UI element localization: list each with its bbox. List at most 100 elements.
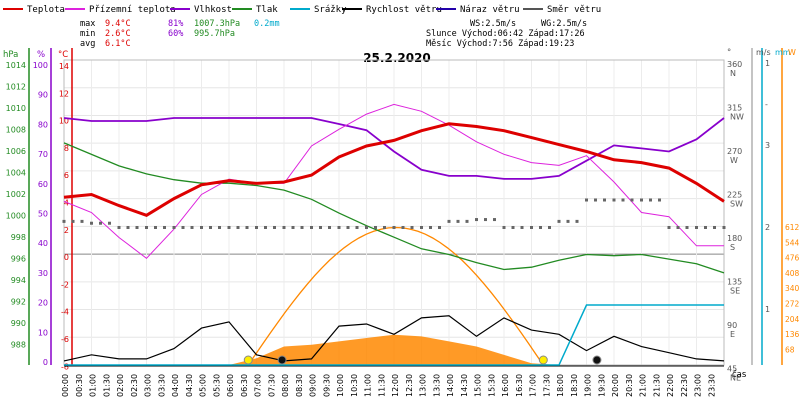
info-wg: WG:2.5m/s [541, 19, 587, 29]
moonrise-marker [277, 355, 287, 365]
wind-direction-point [71, 219, 75, 223]
wind-direction-point [126, 226, 130, 229]
wind-direction-point [621, 198, 625, 202]
tick-time: 12:30 [405, 374, 414, 397]
tick-time: 14:30 [460, 374, 469, 397]
wind-direction-point [594, 198, 597, 202]
tick-time: 00:30 [75, 374, 84, 397]
tick-dir: 315 [727, 104, 742, 113]
tick-time: 13:30 [432, 374, 441, 397]
stat-value: avg [80, 39, 95, 49]
tick-hpa: 1006 [6, 147, 26, 156]
wind-direction-point [365, 226, 368, 229]
tick-ms: 1 [765, 59, 770, 68]
tick-pct: 60 [38, 180, 48, 189]
wind-direction-point [282, 226, 286, 229]
wind-direction-point [374, 226, 377, 229]
wind-direction-point [99, 221, 102, 225]
tick-time: 02:30 [130, 374, 139, 397]
wind-direction-point [465, 219, 469, 223]
wind-direction-point [410, 226, 414, 229]
wind-direction-point [346, 226, 350, 229]
tick-time: 11:00 [364, 374, 373, 397]
tick-time: 07:30 [267, 374, 276, 397]
wind-direction-point [273, 226, 276, 229]
tick-time: 10:30 [350, 374, 359, 397]
tick-w: 476 [785, 254, 800, 263]
wind-direction-point [245, 226, 249, 229]
wind-direction-point [539, 226, 542, 229]
wind-direction-point [667, 226, 671, 229]
tick-pct: 50 [38, 210, 48, 219]
series-rain [64, 304, 724, 366]
wind-direction-point [603, 198, 606, 202]
tick-hpa: 1002 [6, 190, 26, 199]
wind-direction-point [209, 226, 212, 229]
tick-dir-label: N [730, 69, 736, 78]
tick-time: 04:00 [171, 374, 180, 397]
tick-pct: 80 [38, 120, 48, 129]
wind-direction-point [337, 226, 341, 229]
tick-time: 12:00 [391, 374, 400, 397]
tick-pct: 100 [33, 61, 48, 70]
sunset-marker [538, 355, 548, 365]
wind-direction-point [438, 226, 441, 229]
tick-time: 14:00 [446, 374, 455, 397]
tick-time: 17:30 [542, 374, 551, 397]
tick-hpa: 1000 [6, 212, 26, 221]
wind-direction-point [585, 198, 588, 202]
tick-w: 136 [785, 330, 800, 339]
series-temperature [63, 122, 725, 217]
wind-direction-point [218, 226, 221, 229]
legend-label: Vlhkost [194, 5, 232, 15]
tick-w: 340 [785, 284, 800, 293]
axis-mm-unit: mm [775, 48, 791, 57]
chart-title: 25.2.2020 [363, 51, 431, 65]
wind-direction-point [676, 226, 680, 229]
tick-time: 03:00 [144, 374, 153, 397]
tick-time: 21:00 [639, 374, 648, 397]
tick-time: 20:30 [625, 374, 634, 397]
wind-direction-point [456, 219, 460, 223]
tick-time: 00:00 [61, 374, 70, 397]
stat-value: 2.6°C [105, 29, 131, 39]
wind-direction-point [190, 226, 194, 229]
wind-direction-point [447, 219, 451, 223]
wind-direction-point [117, 226, 121, 229]
tick-time: 23:30 [707, 374, 716, 397]
tick-pct: 30 [38, 269, 48, 278]
wind-direction-point [392, 226, 396, 229]
tick-time: 18:30 [570, 374, 579, 397]
wind-direction-point [520, 226, 524, 229]
stat-value: 0.2mm [254, 19, 280, 29]
wind-direction-point [429, 226, 432, 229]
tick-hpa: 1014 [6, 61, 26, 70]
tick-hpa: 990 [11, 319, 26, 328]
tick-temp: 12 [59, 89, 69, 98]
tick-time: 01:30 [102, 374, 111, 397]
tick-hpa: 988 [11, 341, 26, 350]
tick-time: 06:30 [240, 374, 249, 397]
wind-direction-point [630, 198, 634, 202]
axis-pct-unit: % [37, 50, 45, 60]
tick-dir-label: SW [730, 200, 743, 209]
axis-deg-unit: ° [727, 48, 731, 58]
tick-temp: -6 [61, 335, 69, 344]
wind-direction-point [236, 226, 240, 229]
wind-direction-point [704, 226, 707, 229]
tick-dir-label: NW [730, 113, 744, 122]
wind-direction-point [154, 226, 157, 229]
tick-pct: 10 [38, 328, 48, 337]
wind-direction-point [172, 226, 176, 229]
tick-hpa: 1010 [6, 104, 26, 113]
tick-dir-label: NE [730, 374, 741, 383]
plot-area [62, 103, 726, 366]
series-pressure [63, 142, 725, 274]
tick-time: 10:00 [336, 374, 345, 397]
tick-temp: 4 [64, 199, 69, 208]
wind-direction-point [484, 218, 487, 222]
tick-dir: 90 [727, 321, 737, 330]
tick-pct: 0 [43, 358, 48, 367]
wind-direction-point [502, 226, 506, 229]
